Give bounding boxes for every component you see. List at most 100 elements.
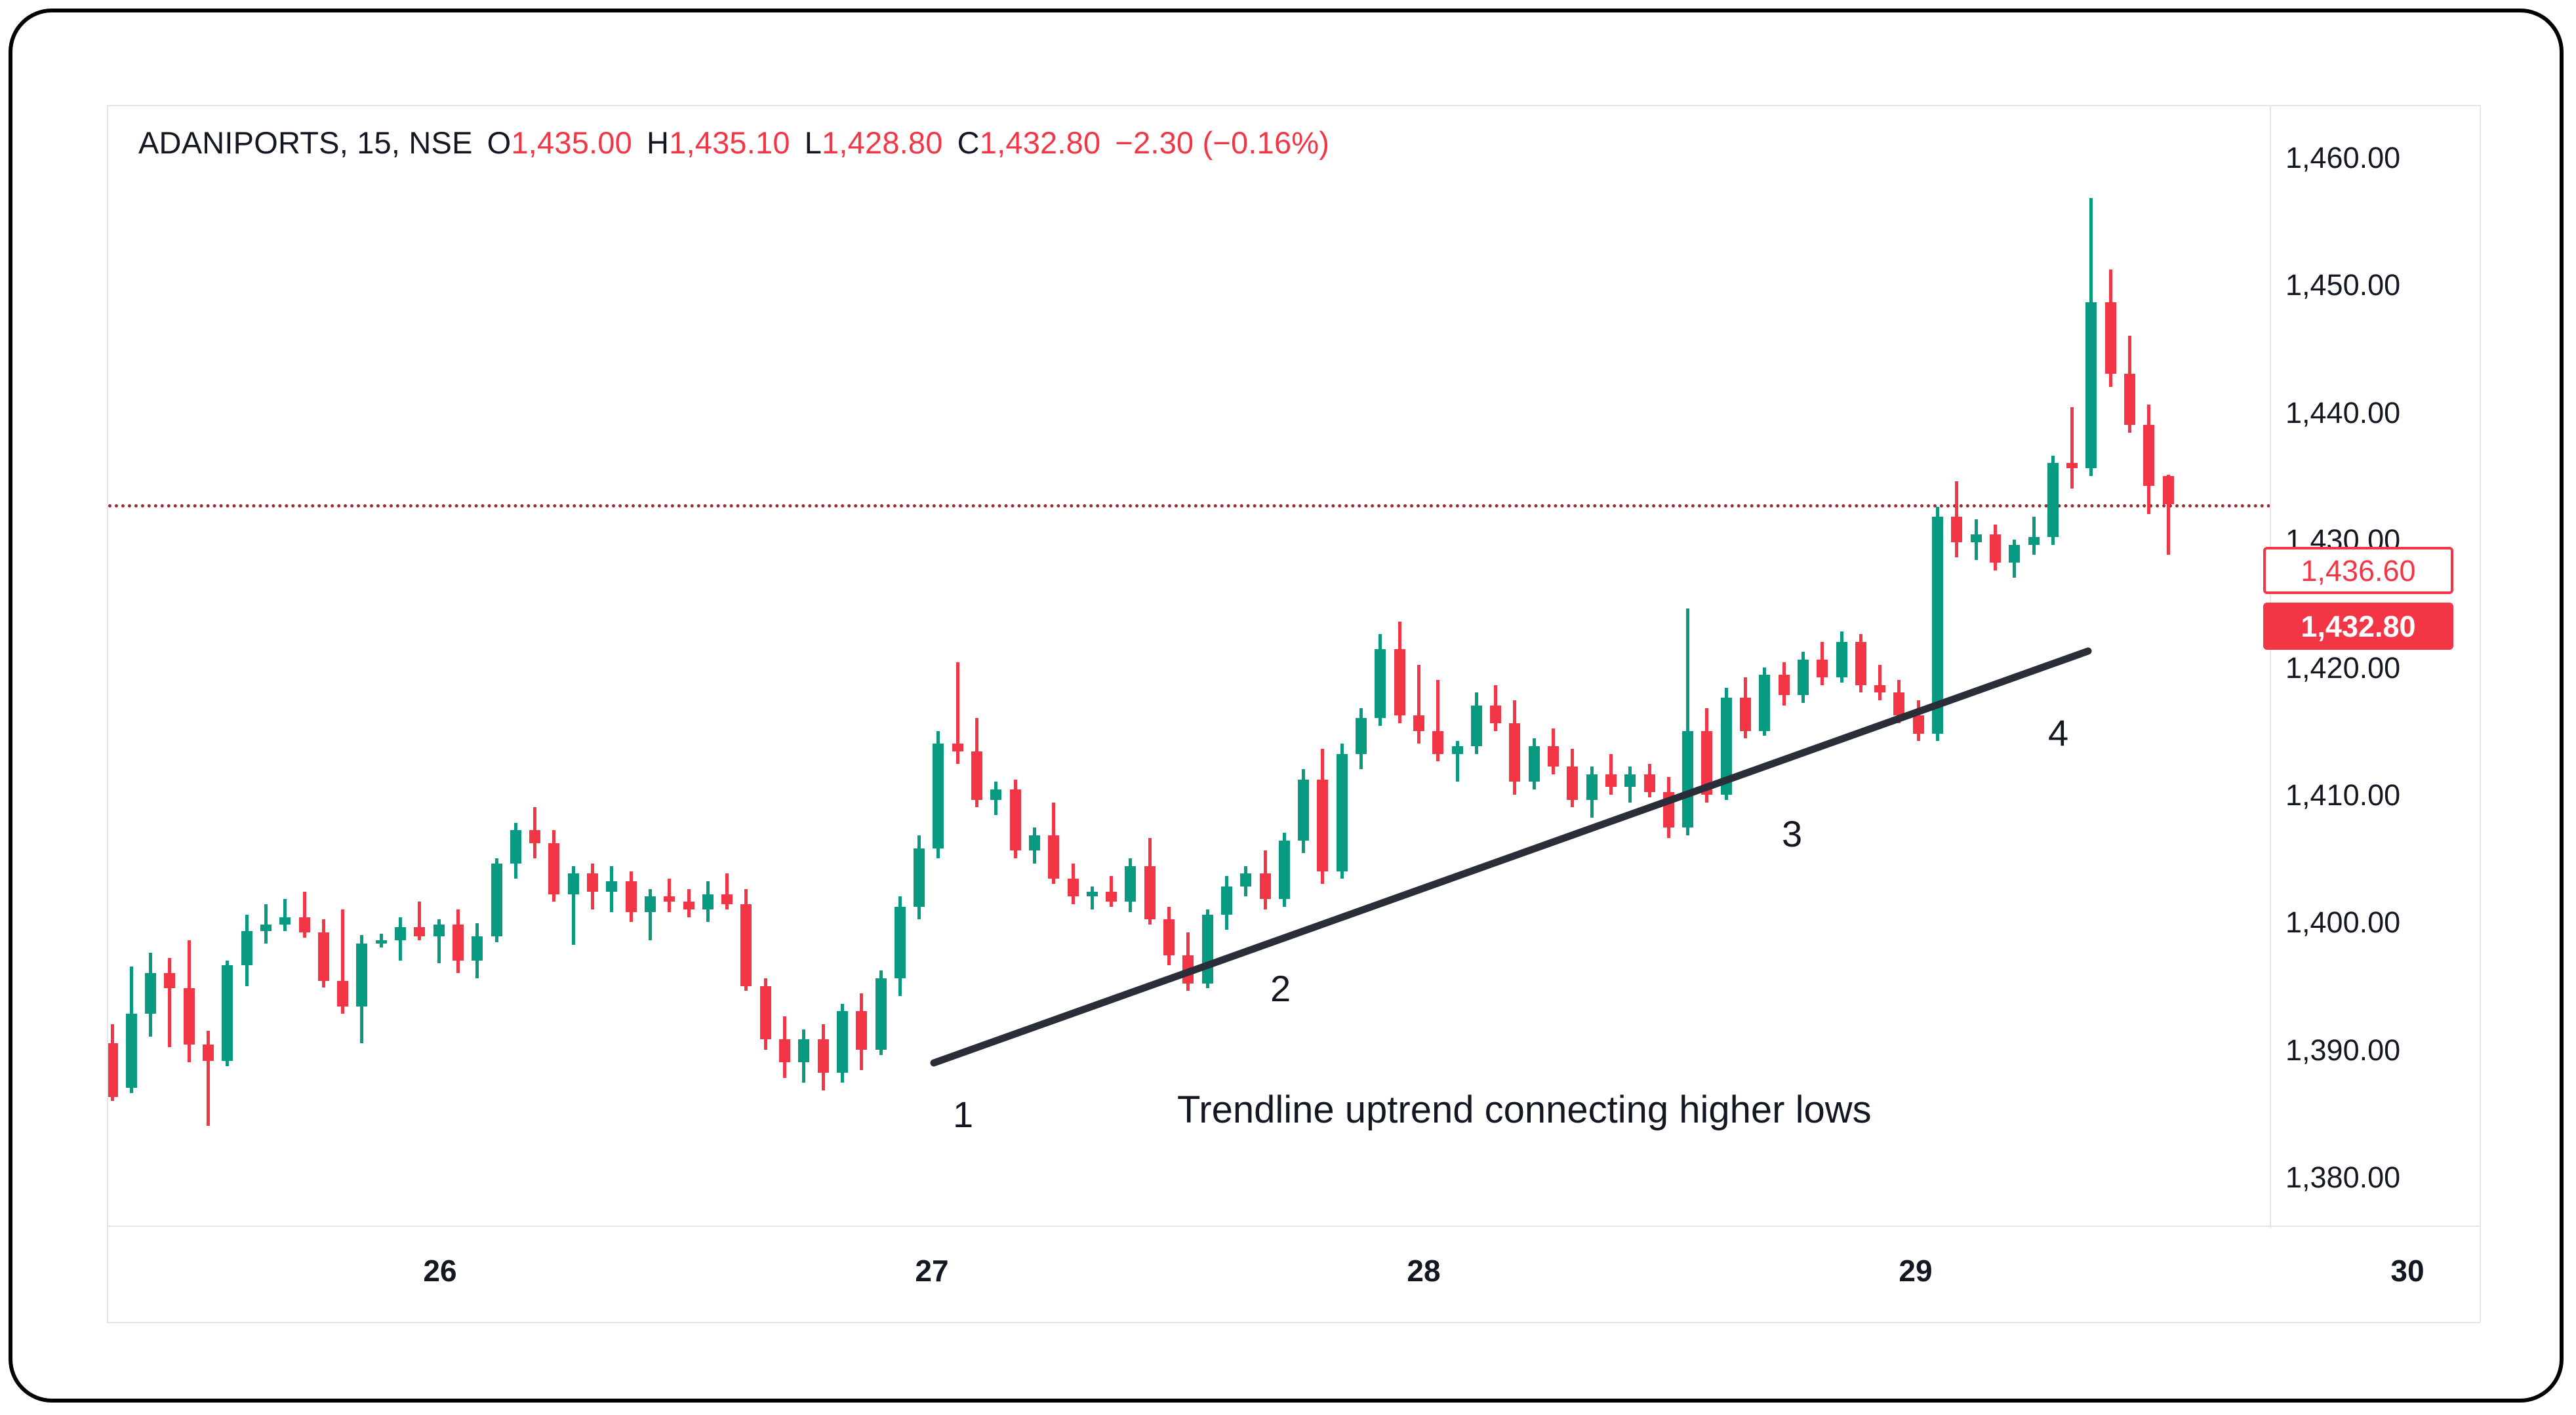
- candle-body: [1240, 873, 1252, 887]
- bid-price-tag[interactable]: 1,436.60: [2263, 547, 2453, 594]
- candle: [933, 106, 944, 1228]
- candle-body: [1643, 774, 1655, 793]
- candle: [875, 106, 887, 1228]
- candle: [1451, 106, 1463, 1228]
- candle: [433, 106, 445, 1228]
- candle: [1548, 106, 1559, 1228]
- legend-symbol[interactable]: ADANIPORTS, 15, NSE: [138, 125, 473, 160]
- plot-area[interactable]: 1 2 3 4 Trendline uptrend connecting higher…: [108, 106, 2272, 1228]
- candle: [1163, 106, 1175, 1228]
- candle-wick: [2070, 407, 2074, 489]
- candle-body: [125, 1014, 137, 1088]
- trendline-point-label: 4: [2048, 712, 2069, 753]
- candle-body: [1375, 649, 1386, 719]
- trendline-point-label: 1: [953, 1094, 974, 1135]
- candle: [1567, 106, 1579, 1228]
- candle: [1989, 106, 2001, 1228]
- candle: [1624, 106, 1636, 1228]
- price-axis-label: 1,420.00: [2285, 650, 2401, 685]
- candle-body: [1701, 730, 1713, 795]
- candle-body: [1586, 774, 1598, 800]
- candle-body: [298, 917, 310, 932]
- candle: [298, 106, 310, 1228]
- candle: [1182, 106, 1194, 1228]
- candle-body: [1797, 659, 1809, 696]
- chart-panel[interactable]: ADANIPORTS, 15, NSE O1,435.00 H1,435.10 L1,…: [107, 105, 2481, 1323]
- candle-body: [2085, 302, 2097, 469]
- candle: [1067, 106, 1079, 1228]
- candle: [1720, 106, 1732, 1228]
- candle-body: [894, 907, 906, 978]
- candle-body: [1278, 840, 1290, 900]
- candle-body: [1605, 774, 1617, 787]
- candle-body: [203, 1045, 214, 1062]
- last-price-tag[interactable]: 1,432.80: [2263, 603, 2453, 650]
- candle-body: [1970, 534, 1982, 542]
- candle-body: [702, 894, 714, 909]
- candle: [702, 106, 714, 1228]
- chart-window: ADANIPORTS, 15, NSE O1,435.00 H1,435.10 L1,…: [9, 9, 2564, 1403]
- candle-body: [1989, 534, 2001, 563]
- candle: [260, 106, 272, 1228]
- candle: [914, 106, 925, 1228]
- candle-body: [990, 789, 1002, 800]
- candle: [1855, 106, 1866, 1228]
- candle-body: [1720, 698, 1732, 795]
- candle: [1201, 106, 1213, 1228]
- candle-body: [836, 1011, 848, 1073]
- candle-body: [1336, 753, 1348, 871]
- candle: [395, 106, 406, 1228]
- candle: [2047, 106, 2059, 1228]
- price-axis-label: 1,390.00: [2285, 1033, 2401, 1067]
- candle-body: [1067, 879, 1079, 897]
- candle-body: [779, 1039, 790, 1063]
- candle: [1240, 106, 1252, 1228]
- legend-open-value: 1,435.00: [511, 125, 632, 160]
- time-axis[interactable]: 26 27 28 29 30: [108, 1226, 2480, 1322]
- price-axis-label: 1,440.00: [2285, 395, 2401, 429]
- candle: [1106, 106, 1117, 1228]
- candle-body: [1028, 835, 1040, 851]
- chart-legend[interactable]: ADANIPORTS, 15, NSE O1,435.00 H1,435.10 L1,…: [138, 125, 1329, 161]
- candle-body: [452, 925, 464, 961]
- candle: [2028, 106, 2040, 1228]
- candle-body: [2143, 425, 2155, 487]
- candle: [644, 106, 656, 1228]
- candle-wick: [283, 899, 287, 931]
- candle-body: [375, 940, 387, 944]
- candle-body: [1125, 866, 1137, 902]
- candle: [510, 106, 521, 1228]
- candle: [1682, 106, 1694, 1228]
- candle-body: [664, 896, 675, 902]
- candle: [2162, 106, 2174, 1228]
- candle: [2124, 106, 2135, 1228]
- candle-body: [1009, 789, 1021, 851]
- candle-wick: [2166, 474, 2170, 555]
- candle: [740, 106, 752, 1228]
- candle-body: [1470, 705, 1482, 747]
- candle: [1874, 106, 1886, 1228]
- candle: [1470, 106, 1482, 1228]
- candle: [375, 106, 387, 1228]
- candle-body: [683, 902, 694, 909]
- candle-body: [1220, 886, 1232, 915]
- candle: [856, 106, 868, 1228]
- candle-body: [1778, 675, 1790, 696]
- candle-wick: [1417, 664, 1420, 744]
- candle-body: [1356, 718, 1367, 754]
- candle-wick: [2032, 517, 2036, 555]
- candle-body: [798, 1039, 810, 1063]
- candle: [567, 106, 579, 1228]
- candle-wick: [725, 873, 729, 909]
- candle: [779, 106, 790, 1228]
- candle: [1912, 106, 1924, 1228]
- candle-body: [414, 927, 426, 936]
- candle-body: [1432, 730, 1444, 754]
- candle-wick: [168, 957, 172, 1047]
- candle-body: [1163, 919, 1175, 955]
- price-axis[interactable]: 1,380.00 1,390.00 1,400.00 1,410.00 1,420.00…: [2263, 106, 2480, 1228]
- candle: [587, 106, 598, 1228]
- candle: [1278, 106, 1290, 1228]
- legend-close-value: 1,432.80: [979, 125, 1101, 160]
- candle: [1317, 106, 1329, 1228]
